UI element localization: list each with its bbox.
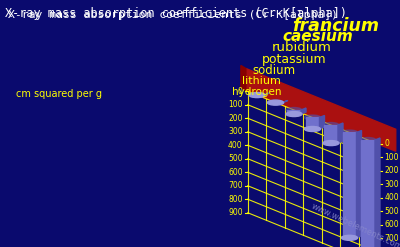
Text: 500: 500: [384, 207, 399, 216]
Text: 300: 300: [384, 180, 399, 189]
Text: 900: 900: [228, 208, 243, 217]
Text: cm squared per g: cm squared per g: [16, 89, 102, 99]
Ellipse shape: [323, 141, 339, 145]
Text: 100: 100: [228, 100, 243, 109]
Text: potassium: potassium: [262, 53, 327, 65]
Polygon shape: [264, 93, 269, 95]
Polygon shape: [287, 110, 301, 114]
Text: 100: 100: [384, 153, 399, 162]
Polygon shape: [361, 140, 375, 247]
Text: 400: 400: [384, 193, 399, 202]
Text: sodium: sodium: [252, 63, 295, 77]
Ellipse shape: [249, 93, 265, 98]
Polygon shape: [342, 132, 356, 238]
Polygon shape: [306, 118, 320, 129]
Text: rubidium: rubidium: [272, 41, 332, 55]
Ellipse shape: [268, 100, 284, 105]
Text: 700: 700: [228, 181, 243, 190]
Ellipse shape: [268, 100, 284, 105]
Text: 600: 600: [384, 220, 399, 229]
Text: 300: 300: [228, 127, 243, 136]
Ellipse shape: [323, 123, 339, 127]
Ellipse shape: [249, 92, 265, 98]
Text: 700: 700: [384, 234, 399, 243]
Ellipse shape: [360, 138, 376, 143]
Text: caesium: caesium: [282, 29, 353, 44]
Text: francium: francium: [292, 17, 379, 35]
Polygon shape: [320, 116, 324, 129]
Polygon shape: [282, 101, 288, 103]
Polygon shape: [356, 130, 362, 238]
Text: X-ray mass absorption coefficients (Cr-K[alpha]): X-ray mass absorption coefficients (Cr-K…: [8, 10, 338, 20]
Text: 200: 200: [228, 114, 243, 123]
Ellipse shape: [304, 115, 320, 120]
Ellipse shape: [304, 126, 320, 131]
Text: X-ray mass absorption coefficients (Cr-K[alpha]): X-ray mass absorption coefficients (Cr-K…: [5, 7, 347, 20]
Polygon shape: [338, 123, 343, 143]
Ellipse shape: [286, 112, 302, 117]
Text: 800: 800: [228, 195, 243, 204]
Ellipse shape: [342, 130, 358, 135]
Polygon shape: [241, 65, 246, 90]
Text: hydrogen: hydrogen: [232, 87, 282, 97]
Text: 400: 400: [228, 141, 243, 150]
Ellipse shape: [342, 235, 358, 240]
Polygon shape: [301, 108, 306, 114]
Text: 0: 0: [238, 87, 243, 96]
Text: 500: 500: [228, 154, 243, 163]
Polygon shape: [246, 68, 396, 151]
Text: 600: 600: [228, 168, 243, 177]
Text: 0: 0: [384, 139, 389, 148]
Ellipse shape: [286, 107, 302, 112]
Text: 200: 200: [384, 166, 399, 175]
Text: lithium: lithium: [242, 76, 281, 86]
Polygon shape: [324, 125, 338, 143]
Polygon shape: [375, 138, 380, 247]
Text: www.webelements.com: www.webelements.com: [310, 202, 400, 247]
